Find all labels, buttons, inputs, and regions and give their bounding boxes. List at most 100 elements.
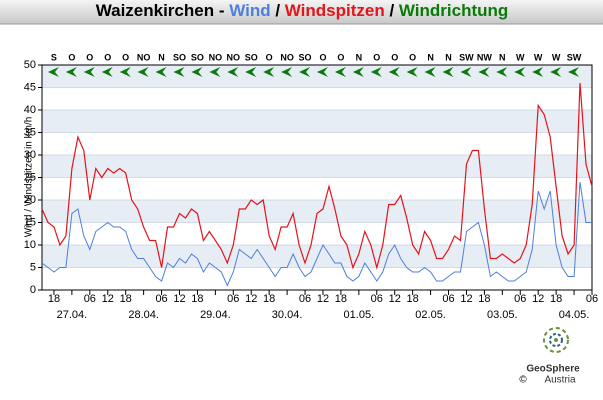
direction-label: O: [409, 52, 416, 62]
direction-label: O: [104, 52, 111, 62]
direction-arrow: [245, 67, 257, 77]
direction-arrow: [263, 67, 275, 77]
x-date-label: 03.05.: [487, 309, 518, 321]
series-line: [41, 181, 592, 287]
direction-label: SO: [299, 52, 312, 62]
direction-label: O: [266, 52, 273, 62]
logo-icon: [554, 338, 558, 342]
title-sep: /: [271, 1, 285, 20]
direction-label: W: [516, 52, 525, 62]
direction-arrow: [155, 67, 167, 77]
x-date-label: 27.04.: [57, 309, 88, 321]
direction-label: SW: [567, 52, 582, 62]
direction-label: NO: [227, 52, 241, 62]
direction-arrow: [65, 67, 77, 77]
x-date-label: 04.05.: [559, 309, 590, 321]
direction-arrow: [424, 67, 436, 77]
title-gust: Windspitzen: [285, 1, 385, 20]
plot-frame: [41, 64, 593, 291]
direction-label: N: [445, 52, 452, 62]
y-tick-label: 0: [30, 284, 36, 296]
direction-arrow: [352, 67, 364, 77]
x-tick-label: 06: [299, 293, 311, 305]
x-tick-label: 06: [155, 293, 167, 305]
direction-label: O: [86, 52, 93, 62]
direction-arrow: [460, 67, 472, 77]
x-tick-label: 12: [173, 293, 185, 305]
direction-label: N: [427, 52, 434, 62]
direction-arrow: [334, 67, 346, 77]
direction-arrow: [191, 67, 203, 77]
direction-arrow: [532, 67, 544, 77]
y-tick-label: 50: [24, 59, 36, 71]
y-tick-label: 35: [24, 126, 36, 138]
x-date-label: 29.04.: [200, 309, 231, 321]
direction-label: S: [51, 52, 57, 62]
direction-label: W: [534, 52, 543, 62]
direction-label: O: [68, 52, 75, 62]
direction-label: O: [122, 52, 129, 62]
x-tick-label: 06: [586, 293, 598, 305]
y-tick-label: 15: [24, 216, 36, 228]
direction-label: W: [552, 52, 561, 62]
y-tick-label: 45: [24, 81, 36, 93]
x-tick-label: 18: [407, 293, 419, 305]
y-tick-label: 10: [24, 239, 36, 251]
band: [42, 110, 592, 133]
direction-arrow: [281, 67, 293, 77]
logo-icon: [549, 333, 563, 347]
title-bar: [0, 0, 603, 24]
x-tick-label: 06: [371, 293, 383, 305]
direction-label: N: [158, 52, 165, 62]
x-tick-label: 18: [191, 293, 203, 305]
direction-label: NO: [137, 52, 151, 62]
title-prefix: Waizenkirchen -: [96, 1, 230, 20]
direction-arrow: [478, 67, 490, 77]
logo-name: GeoSphere: [526, 364, 580, 375]
logo-icon: [543, 327, 569, 353]
x-tick-label: 06: [227, 293, 239, 305]
direction-arrow: [209, 67, 221, 77]
x-date-label: 02.05.: [415, 309, 446, 321]
x-tick-label: 12: [532, 293, 544, 305]
x-tick-label: 12: [389, 293, 401, 305]
direction-label: N: [499, 52, 506, 62]
direction-label: O: [337, 52, 344, 62]
direction-arrow: [101, 67, 113, 77]
y-tick-label: 30: [24, 149, 36, 161]
direction-arrow: [442, 67, 454, 77]
y-axis-label: Wind / Windspitzen in km/h: [24, 117, 35, 238]
title-direction: Windrichtung: [399, 1, 508, 20]
direction-arrow: [119, 67, 131, 77]
band: [42, 200, 592, 223]
logo-subtitle: Austria: [544, 375, 576, 386]
chart-title: Waizenkirchen - Wind / Windspitzen / Win…: [96, 1, 509, 20]
x-tick-label: 18: [550, 293, 562, 305]
direction-label: SO: [245, 52, 258, 62]
direction-label: NO: [280, 52, 294, 62]
logo: GeoSphere Austria ©: [519, 327, 580, 386]
y-tick-label: 20: [24, 194, 36, 206]
direction-arrow: [299, 67, 311, 77]
y-tick-label: 40: [24, 104, 36, 116]
x-tick-label: 18: [120, 293, 132, 305]
x-tick-label: 18: [335, 293, 347, 305]
direction-arrow: [514, 67, 526, 77]
band: [42, 65, 592, 88]
direction-arrow: [137, 67, 149, 77]
x-tick-label: 18: [478, 293, 490, 305]
x-tick-label: 06: [84, 293, 96, 305]
band: [42, 155, 592, 178]
direction-arrow: [568, 67, 580, 77]
x-tick-label: 06: [514, 293, 526, 305]
direction-label: NO: [209, 52, 223, 62]
direction-label: SO: [191, 52, 204, 62]
direction-arrow: [47, 67, 59, 77]
direction-arrow: [388, 67, 400, 77]
series-line: [41, 82, 593, 270]
direction-label: O: [319, 52, 326, 62]
direction-label: O: [391, 52, 398, 62]
direction-arrow: [83, 67, 95, 77]
x-date-label: 30.04.: [272, 309, 303, 321]
